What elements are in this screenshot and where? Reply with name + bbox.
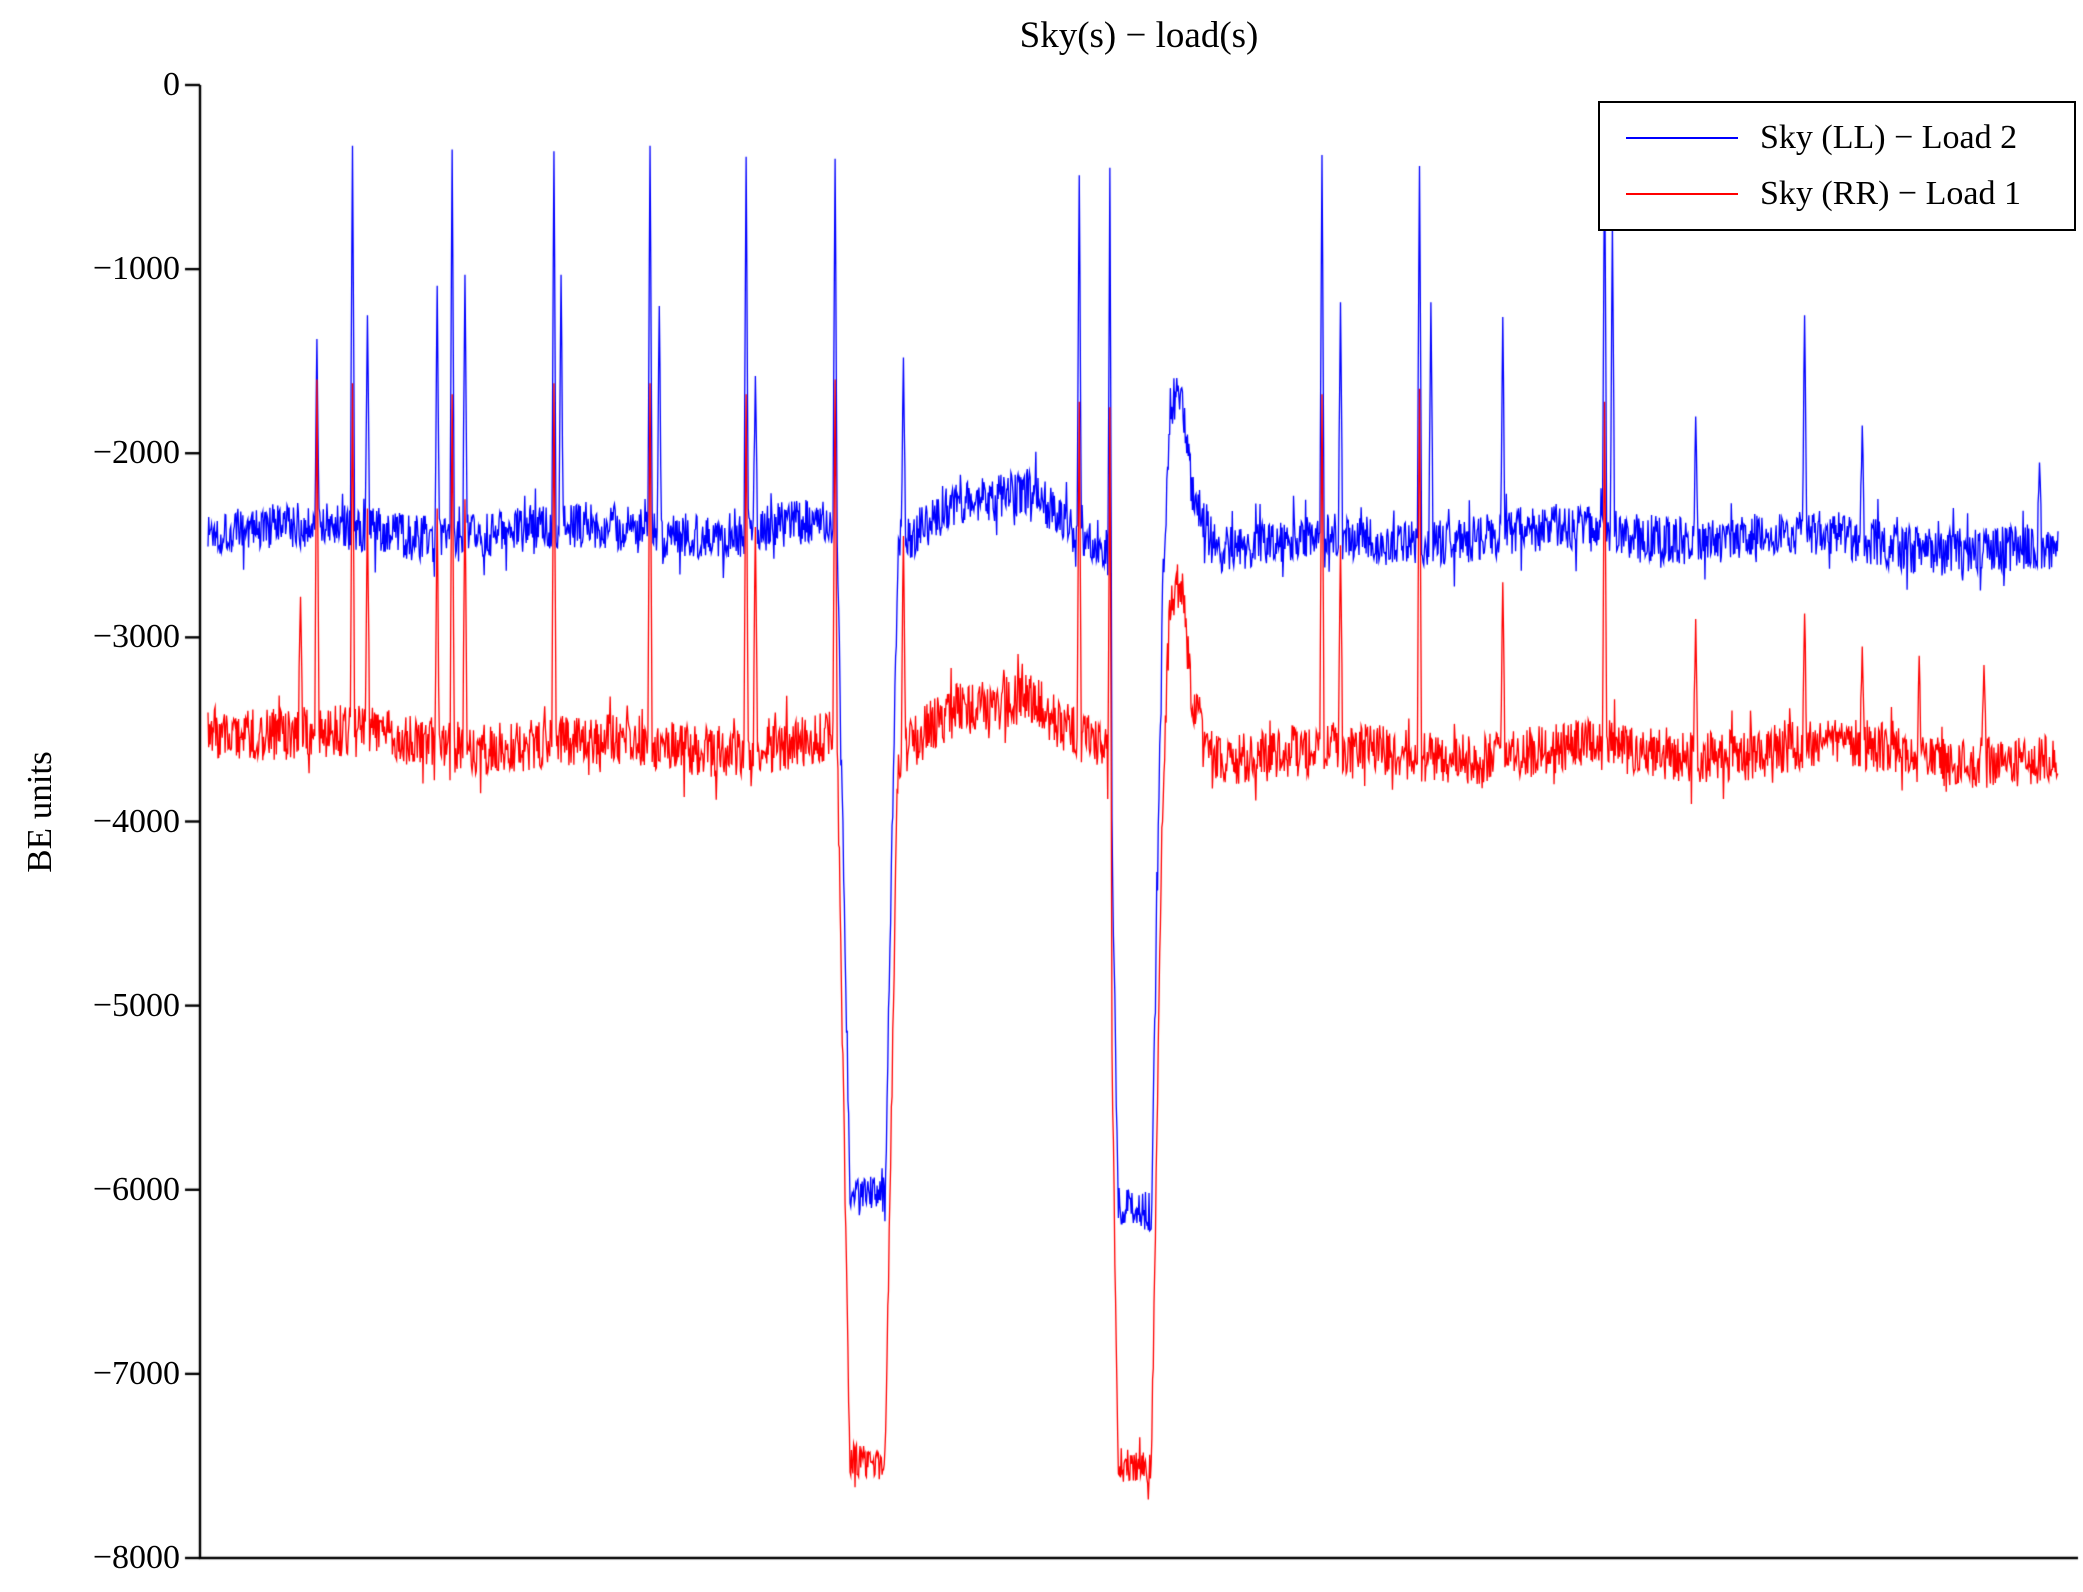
legend-label-sky-ll: Sky (LL) − Load 2 [1760,119,2018,156]
chart-title: Sky(s) − load(s) [1019,15,1259,56]
y-tick-label: −7000 [92,1354,180,1392]
legend-entry-sky-ll: Sky (LL) − Load 2 [1600,115,2074,161]
legend: Sky (LL) − Load 2 Sky (RR) − Load 1 [1598,101,2076,231]
y-tick-label: −8000 [92,1539,180,1576]
y-tick-label: −5000 [92,986,180,1024]
legend-line-sample-blue [1626,137,1738,139]
legend-label-sky-rr: Sky (RR) − Load 1 [1760,175,2021,212]
y-tick-label: −1000 [92,250,180,288]
y-tick-label: −3000 [92,618,180,656]
y-tick-label: −6000 [92,1170,180,1208]
y-tick-label: 0 [163,66,180,103]
y-tick-label: −2000 [92,434,180,472]
y-tick-label: −4000 [92,802,180,840]
legend-entry-sky-rr: Sky (RR) − Load 1 [1600,171,2074,217]
legend-line-sample-red [1626,193,1738,195]
